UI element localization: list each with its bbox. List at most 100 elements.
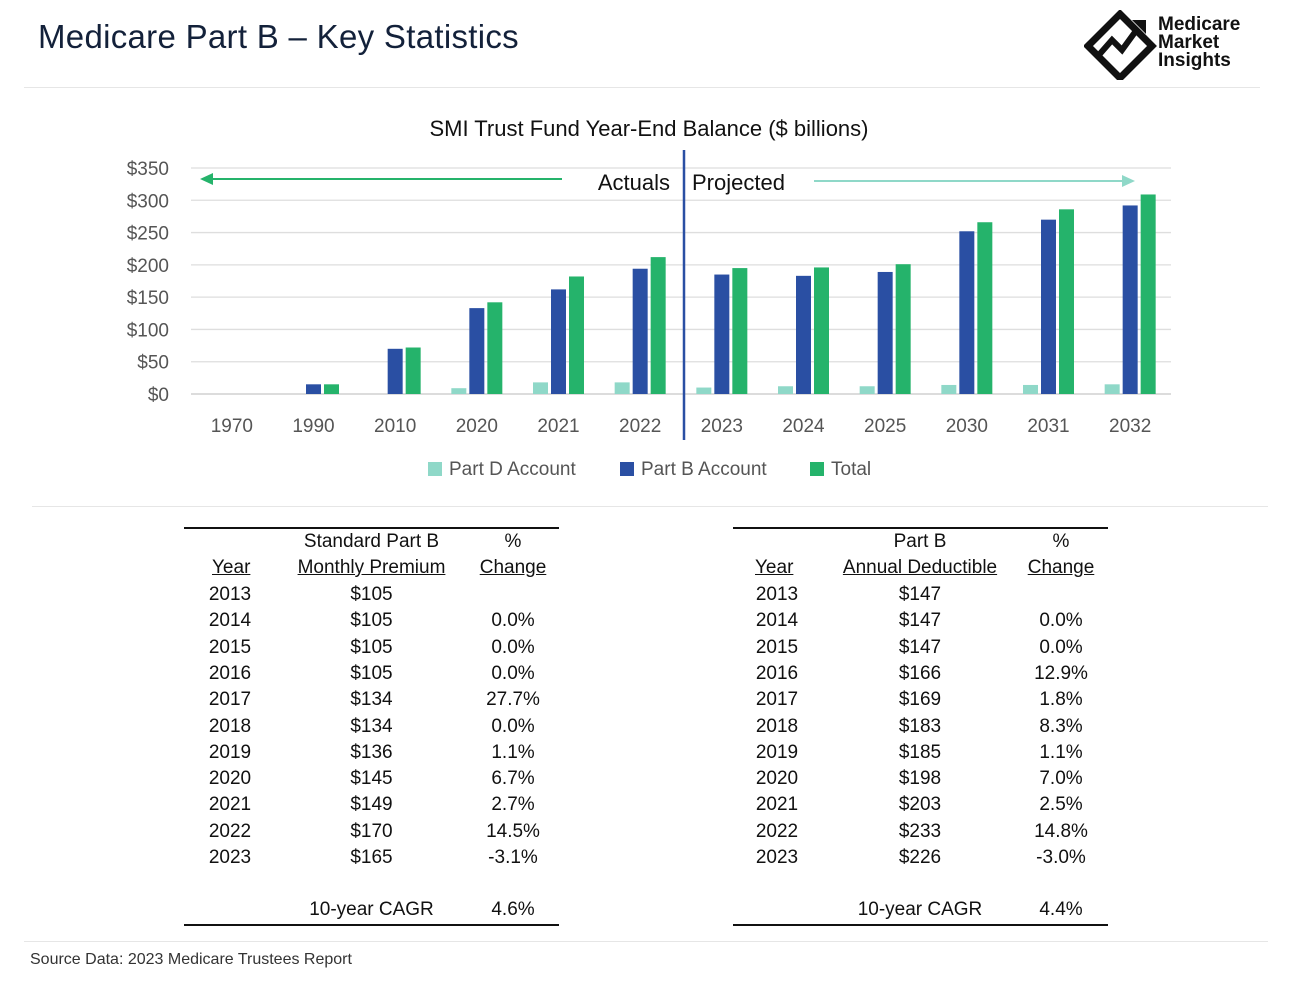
table-cell-change: -3.1% xyxy=(468,847,558,869)
company-logo: Medicare Market Insights xyxy=(1084,10,1259,80)
table-cell-change: -3.0% xyxy=(1016,847,1106,869)
table-cell-change: 0.0% xyxy=(468,610,558,632)
table-cell-value: $105 xyxy=(294,584,449,606)
legend-swatch xyxy=(810,462,824,476)
bar-part-b xyxy=(1123,205,1138,394)
x-tick-label: 2025 xyxy=(864,416,906,437)
table-cell-value: $136 xyxy=(294,742,449,764)
deductible-header-change-2: Change xyxy=(1016,557,1106,579)
table-cell-value: $233 xyxy=(841,821,999,843)
bar-total xyxy=(569,276,584,394)
bar-total xyxy=(406,348,421,394)
table-cell-year: 2021 xyxy=(205,794,255,816)
table-cell-value: $105 xyxy=(294,610,449,632)
x-tick-label: 2022 xyxy=(619,416,661,437)
table-cell-change: 27.7% xyxy=(468,689,558,711)
table-cell-year: 2013 xyxy=(205,584,255,606)
table-cell-year: 2020 xyxy=(205,768,255,790)
x-tick-label: 2031 xyxy=(1027,416,1069,437)
table-cell-change: 1.1% xyxy=(1016,742,1106,764)
footer-divider xyxy=(24,941,1268,942)
deductible-header-change-1: % xyxy=(1016,531,1106,553)
table-cell-year: 2016 xyxy=(752,663,802,685)
bar-total xyxy=(732,268,747,394)
table-cell-change: 0.0% xyxy=(468,716,558,738)
deductible-header-value-1: Part B xyxy=(841,531,999,553)
table-cell-change: 2.5% xyxy=(1016,794,1106,816)
table-cell-value: $147 xyxy=(841,610,999,632)
source-note: Source Data: 2023 Medicare Trustees Repo… xyxy=(30,951,352,969)
bar-total xyxy=(1141,194,1156,394)
table-cell-year: 2018 xyxy=(205,716,255,738)
table-cell-change: 0.0% xyxy=(468,637,558,659)
table-cell-change: 6.7% xyxy=(468,768,558,790)
bar-part-d xyxy=(1023,385,1038,394)
projected-label: Projected xyxy=(692,170,785,195)
table-cell-year: 2022 xyxy=(752,821,802,843)
table-cell-change: 0.0% xyxy=(1016,610,1106,632)
table-cell-value: $169 xyxy=(841,689,999,711)
table-cell-year: 2021 xyxy=(752,794,802,816)
table-cell-value: $183 xyxy=(841,716,999,738)
premium-header-year: Year xyxy=(212,557,250,579)
x-tick-label: 2010 xyxy=(374,416,416,437)
table-cell-year: 2018 xyxy=(752,716,802,738)
table-cell-year: 2017 xyxy=(752,689,802,711)
table-cell-value: $105 xyxy=(294,663,449,685)
table-cell-value: $203 xyxy=(841,794,999,816)
table-cell-year: 2013 xyxy=(752,584,802,606)
table-cell-value: $226 xyxy=(841,847,999,869)
table-cell-value: $134 xyxy=(294,689,449,711)
header-divider xyxy=(24,87,1260,88)
x-tick-label: 1990 xyxy=(292,416,334,437)
deductible-table: Year Part B Annual Deductible % Change 2… xyxy=(733,527,1108,926)
table-cell-change: 14.5% xyxy=(468,821,558,843)
bar-part-b xyxy=(796,276,811,394)
deductible-cagr-label: 10-year CAGR xyxy=(841,899,999,921)
table-cell-change: 8.3% xyxy=(1016,716,1106,738)
table-cell-year: 2023 xyxy=(205,847,255,869)
bar-part-b xyxy=(551,289,566,394)
bar-total xyxy=(1059,209,1074,394)
y-tick-label: $100 xyxy=(127,320,169,341)
bar-total xyxy=(651,257,666,394)
y-tick-label: $300 xyxy=(127,191,169,212)
legend-swatch xyxy=(428,462,442,476)
premium-cagr-label: 10-year CAGR xyxy=(294,899,449,921)
chart-divider xyxy=(32,506,1268,507)
deductible-header-year: Year xyxy=(755,557,793,579)
table-cell-value: $134 xyxy=(294,716,449,738)
table-cell-year: 2022 xyxy=(205,821,255,843)
table-cell-value: $147 xyxy=(841,637,999,659)
bar-part-b xyxy=(714,275,729,394)
table-cell-change: 12.9% xyxy=(1016,663,1106,685)
legend-label: Part B Account xyxy=(641,459,767,480)
table-cell-value: $166 xyxy=(841,663,999,685)
deductible-cagr-value: 4.4% xyxy=(1016,899,1106,921)
y-tick-label: $0 xyxy=(148,385,169,406)
chart-title: SMI Trust Fund Year-End Balance ($ billi… xyxy=(429,116,868,141)
y-tick-label: $250 xyxy=(127,224,169,245)
table-cell-year: 2023 xyxy=(752,847,802,869)
bar-part-d xyxy=(941,385,956,394)
premium-cagr-value: 4.6% xyxy=(468,899,558,921)
table-cell-change: 2.7% xyxy=(468,794,558,816)
bar-total xyxy=(814,267,829,394)
x-tick-label: 2021 xyxy=(537,416,579,437)
table-cell-change: 7.0% xyxy=(1016,768,1106,790)
bar-part-b xyxy=(959,231,974,394)
deductible-header-value-2: Annual Deductible xyxy=(825,557,1015,579)
table-cell-year: 2020 xyxy=(752,768,802,790)
x-tick-label: 2030 xyxy=(946,416,988,437)
bar-part-d xyxy=(533,382,548,394)
table-cell-year: 2015 xyxy=(205,637,255,659)
smi-trust-fund-chart: SMI Trust Fund Year-End Balance ($ billi… xyxy=(0,100,1292,500)
bar-total xyxy=(487,302,502,394)
legend-label: Total xyxy=(831,459,871,480)
actuals-label: Actuals xyxy=(598,170,670,195)
x-tick-label: 2023 xyxy=(701,416,743,437)
bar-part-b xyxy=(878,272,893,394)
bar-part-b xyxy=(469,308,484,394)
actuals-arrow-head xyxy=(200,173,213,185)
table-cell-year: 2019 xyxy=(752,742,802,764)
